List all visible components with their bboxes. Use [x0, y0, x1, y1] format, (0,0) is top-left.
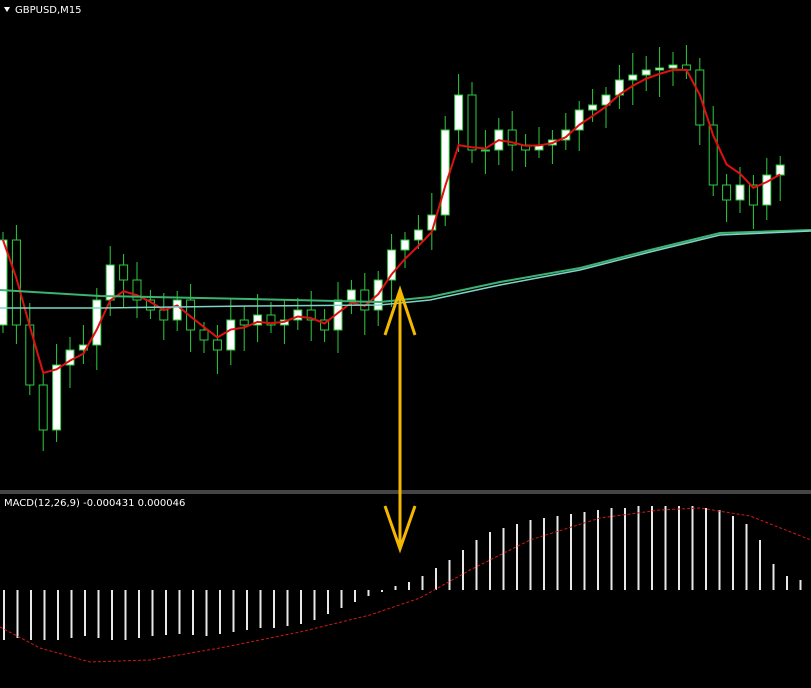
arrow-head — [383, 285, 417, 336]
candle-body — [360, 289, 370, 311]
candle-body — [668, 64, 678, 69]
candle-body — [722, 184, 732, 201]
macd-signal — [0, 507, 811, 663]
candle-body — [628, 74, 638, 81]
candle-body — [467, 94, 477, 151]
price-candles — [0, 45, 785, 451]
candle-body — [253, 314, 263, 326]
candle-body — [400, 239, 410, 251]
fast-ma — [2, 68, 781, 375]
candle-body — [306, 309, 316, 321]
candle-body — [561, 129, 571, 141]
candle-body — [11, 239, 21, 326]
candle-body — [775, 164, 785, 176]
candle-body — [52, 364, 62, 431]
candle-body — [655, 67, 665, 71]
candle-body — [199, 329, 209, 341]
candle-body — [239, 319, 249, 326]
candle-body — [748, 184, 758, 206]
candle-body — [132, 279, 142, 301]
slow-ma-green — [0, 229, 811, 304]
candle-body — [226, 319, 236, 351]
macd-histogram — [0, 506, 811, 663]
candle-body — [735, 184, 745, 201]
candle-body — [708, 124, 718, 186]
annotation-arrow — [383, 285, 417, 554]
candle-body — [186, 299, 196, 331]
slow-ma-cyan — [0, 230, 811, 309]
candle-body — [105, 264, 115, 301]
candle-body — [346, 289, 356, 301]
candle-body — [574, 109, 584, 131]
candle-body — [588, 104, 598, 111]
dropdown-triangle[interactable] — [4, 7, 10, 12]
candle-body — [507, 129, 517, 146]
candle-body — [601, 94, 611, 106]
candle-body — [413, 229, 423, 241]
candle-body — [38, 384, 48, 431]
candle-body — [320, 319, 330, 331]
candle-body — [119, 264, 129, 281]
candle-body — [172, 299, 182, 321]
macd-label: MACD(12,26,9) -0.000431 0.000046 — [4, 498, 185, 509]
candle-body — [454, 94, 464, 131]
moving-averages — [0, 68, 811, 375]
candle-body — [212, 339, 222, 351]
candle-body — [762, 174, 772, 206]
candle-body — [0, 239, 8, 326]
candle-body — [440, 129, 450, 216]
candle-body — [641, 69, 651, 76]
candle-body — [293, 309, 303, 321]
candle-body — [266, 314, 276, 326]
candle-body — [387, 249, 397, 281]
symbol-label: GBPUSD,M15 — [15, 5, 82, 16]
candle-body — [480, 149, 490, 152]
arrow-head — [383, 505, 417, 554]
candle-body — [159, 309, 169, 321]
